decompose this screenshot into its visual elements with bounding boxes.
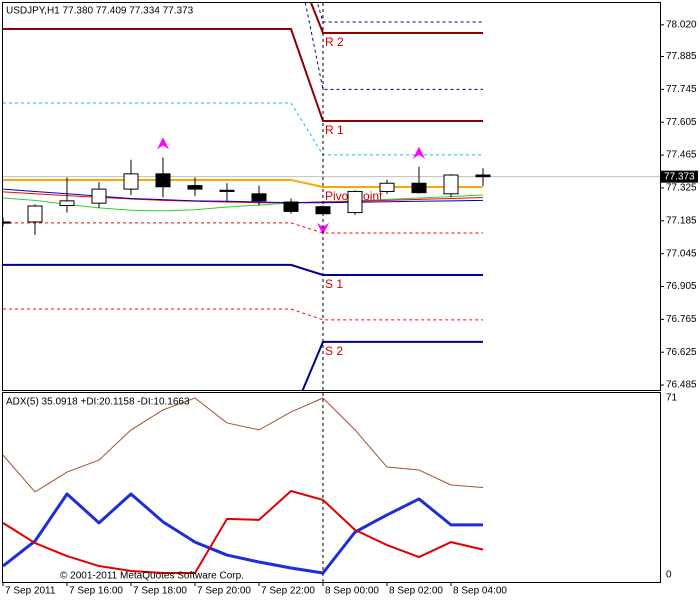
fractal-arrow bbox=[413, 146, 425, 159]
pivot-level bbox=[316, 3, 483, 23]
x-tick-label: 8 Sep 04:00 bbox=[453, 586, 507, 597]
y-tick-label: 0 bbox=[666, 570, 672, 581]
moving-average bbox=[3, 191, 484, 204]
candle-body bbox=[283, 201, 299, 212]
adx-line bbox=[3, 397, 484, 493]
x-tick-label: 8 Sep 00:00 bbox=[325, 586, 379, 597]
moving-average bbox=[3, 194, 484, 212]
y-tick-label: 76.765 bbox=[666, 314, 697, 325]
copyright: © 2001-2011 MetaQuotes Software Corp. bbox=[60, 571, 244, 582]
candle-body bbox=[27, 205, 43, 223]
pivot-label: R 2 bbox=[325, 35, 344, 49]
y-tick-label: 76.485 bbox=[666, 380, 697, 391]
candle-body bbox=[379, 182, 395, 192]
y-tick-label: 77.745 bbox=[666, 84, 697, 95]
x-tick-label: 7 Sep 2011 bbox=[5, 586, 56, 597]
pivot-label: S 1 bbox=[325, 277, 343, 291]
pivot-label: S 2 bbox=[325, 344, 343, 358]
candle-body bbox=[251, 193, 267, 202]
candle-body bbox=[443, 174, 459, 195]
adx-title: ADX(5) 35.0918 +DI:20.1158 -DI:10.1663 bbox=[6, 397, 190, 408]
x-tick-label: 7 Sep 16:00 bbox=[69, 586, 123, 597]
candle-body bbox=[347, 190, 363, 214]
y-tick-label: 76.625 bbox=[666, 347, 697, 358]
pivot-label: R 1 bbox=[325, 123, 344, 137]
y-tick-label: 77.185 bbox=[666, 215, 697, 226]
candle-body bbox=[3, 221, 11, 224]
x-tick-label: 7 Sep 18:00 bbox=[133, 586, 187, 597]
y-tick-label: 77.605 bbox=[666, 117, 697, 128]
candle-body bbox=[475, 174, 491, 178]
y-tick-label: 77.465 bbox=[666, 150, 697, 161]
chart-title: USDJPY,H1 77.380 77.409 77.334 77.373 bbox=[6, 6, 194, 17]
pivot-level bbox=[3, 178, 483, 188]
y-tick-label: 77.885 bbox=[666, 51, 697, 62]
candle-body bbox=[411, 182, 427, 194]
candle-body bbox=[59, 200, 75, 207]
x-tick-label: 8 Sep 02:00 bbox=[389, 586, 443, 597]
adx-line bbox=[3, 489, 484, 575]
y-tick-label: 71 bbox=[666, 393, 678, 404]
fractal-arrow bbox=[317, 222, 329, 235]
x-tick-label: 7 Sep 22:00 bbox=[261, 586, 315, 597]
price-frame bbox=[2, 2, 661, 391]
pivot-level bbox=[3, 28, 483, 123]
candle-body bbox=[123, 173, 139, 190]
pivot-level bbox=[3, 102, 483, 156]
current-price-label: 77.373 bbox=[664, 171, 695, 182]
adx-line bbox=[3, 492, 484, 575]
adx-frame bbox=[2, 392, 661, 583]
moving-average bbox=[3, 188, 484, 204]
y-tick-label: 77.325 bbox=[666, 183, 697, 194]
fractal-arrow bbox=[157, 137, 169, 150]
candle-body bbox=[155, 173, 171, 188]
y-tick-label: 78.020 bbox=[666, 19, 697, 30]
pivot-level bbox=[3, 263, 483, 277]
pivot-level bbox=[3, 308, 483, 321]
candle-body bbox=[91, 188, 107, 204]
axes: 78.020 77.885 77.745 77.605 77.465 77.325 77.1… bbox=[2, 19, 698, 597]
candle-body bbox=[187, 185, 203, 190]
pivot-level bbox=[310, 3, 483, 35]
candle-body bbox=[219, 189, 235, 192]
pivot-level bbox=[3, 222, 483, 234]
current-price-box bbox=[661, 170, 698, 183]
pivot-level bbox=[301, 340, 483, 390]
adx-plot bbox=[3, 397, 484, 575]
y-tick-label: 76.905 bbox=[666, 281, 697, 292]
pivot-level bbox=[304, 3, 483, 90]
y-tick-label: 77.045 bbox=[666, 248, 697, 259]
x-tick-label: 7 Sep 20:00 bbox=[197, 586, 251, 597]
